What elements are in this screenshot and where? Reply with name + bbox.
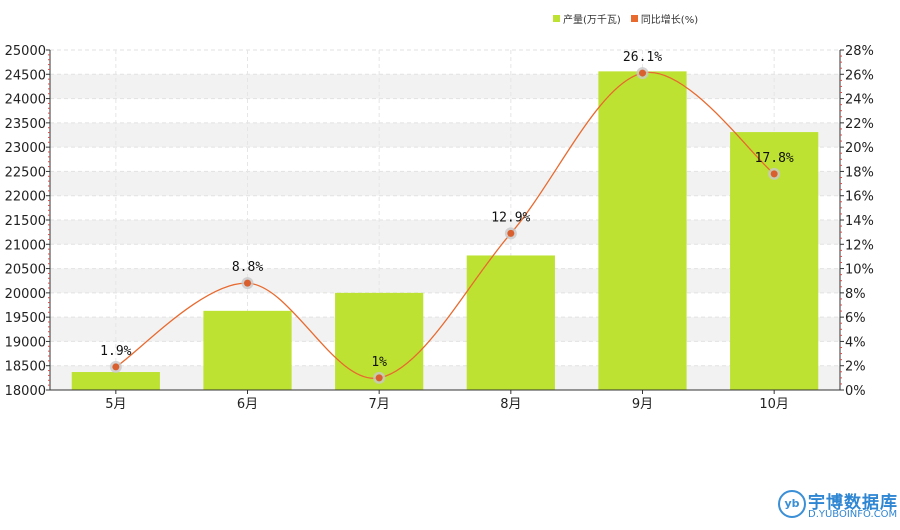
- y-left-tick-label: 20500: [5, 263, 46, 278]
- grid-band: [50, 74, 840, 99]
- bar-5月: [71, 372, 160, 390]
- logo-icon: yb: [778, 490, 806, 518]
- data-label-6月: 8.8%: [232, 260, 263, 275]
- y-left-tick-label: 23000: [5, 141, 46, 156]
- data-label-10月: 17.8%: [755, 151, 794, 166]
- legend-item-line[interactable]: 同比增长(%): [630, 11, 699, 26]
- grid-band: [50, 365, 840, 390]
- grid-band: [50, 220, 840, 245]
- y-left-tick-label: 22000: [5, 190, 46, 205]
- y-left-tick-label: 23500: [5, 117, 46, 132]
- data-label-5月: 1.9%: [100, 344, 131, 359]
- bar-6月: [203, 310, 292, 390]
- legend-item-bar[interactable]: 产量(万千瓦): [553, 11, 621, 26]
- y-right-tick-label: 2%: [845, 360, 866, 375]
- y-right-tick-label: 8%: [845, 287, 866, 302]
- x-tick-label-6月: 6月: [237, 397, 258, 412]
- legend-label-line: 同比增长(%): [640, 15, 699, 26]
- watermark-logo: yb 宇博数据库 D.YUBOINFO.COM: [778, 488, 898, 524]
- y-left-tick-label: 18000: [5, 384, 46, 399]
- y-left-tick-label: 21500: [5, 214, 46, 229]
- data-label-8月: 12.9%: [491, 210, 530, 225]
- y-right-tick-label: 22%: [845, 117, 874, 132]
- y-left-tick-label: 24000: [5, 93, 46, 108]
- x-tick-label-10月: 10月: [759, 397, 789, 412]
- y-left-tick-label: 24500: [5, 68, 46, 83]
- point-8月: [507, 229, 515, 237]
- data-label-7月: 1%: [371, 355, 387, 370]
- y-left-tick-label: 19000: [5, 335, 46, 350]
- legend-swatch-line: [630, 15, 638, 22]
- y-right-tick-label: 16%: [845, 190, 874, 205]
- legend: 产量(万千瓦) 同比增长(%): [553, 11, 698, 26]
- legend-label-bar: 产量(万千瓦): [563, 15, 621, 26]
- x-tick-label-8月: 8月: [500, 397, 521, 412]
- y-right-tick-label: 26%: [845, 68, 874, 83]
- legend-swatch-bar: [553, 15, 560, 22]
- point-5月: [112, 363, 120, 371]
- x-tick-label-9月: 9月: [632, 397, 653, 412]
- grid-band: [50, 268, 840, 293]
- y-right-tick-label: 6%: [845, 311, 866, 326]
- watermark-title: 宇博数据库: [808, 493, 898, 513]
- watermark-subtitle: D.YUBOINFO.COM: [808, 509, 898, 520]
- y-right-tick-label: 0%: [845, 384, 866, 399]
- y-right-tick-label: 20%: [845, 141, 874, 156]
- bar-8月: [466, 255, 555, 390]
- y-right-tick-label: 28%: [845, 44, 874, 59]
- grid-band: [50, 122, 840, 148]
- y-left-tick-label: 18500: [5, 360, 46, 375]
- y-left-tick-label: 20000: [5, 287, 46, 302]
- x-tick-label-7月: 7月: [369, 397, 390, 412]
- data-label-9月: 26.1%: [623, 50, 662, 65]
- y-left-tick-label: 22500: [5, 165, 46, 180]
- point-7月: [375, 374, 383, 382]
- y-right-tick-label: 18%: [845, 165, 874, 180]
- point-10月: [770, 170, 778, 178]
- y-right-tick-label: 4%: [845, 335, 866, 350]
- grid-band: [50, 171, 840, 196]
- y-right-tick-label: 10%: [845, 263, 874, 278]
- point-6月: [244, 279, 251, 287]
- bar-9月: [598, 71, 687, 390]
- y-left-tick-label: 21000: [5, 238, 46, 253]
- y-left-tick-label: 25000: [5, 44, 46, 59]
- x-tick-label-5月: 5月: [105, 397, 126, 412]
- y-left-tick-label: 19500: [5, 311, 46, 326]
- point-9月: [639, 69, 646, 77]
- y-right-tick-label: 12%: [845, 238, 874, 253]
- y-right-tick-label: 14%: [845, 214, 874, 229]
- y-right-tick-label: 24%: [845, 93, 874, 108]
